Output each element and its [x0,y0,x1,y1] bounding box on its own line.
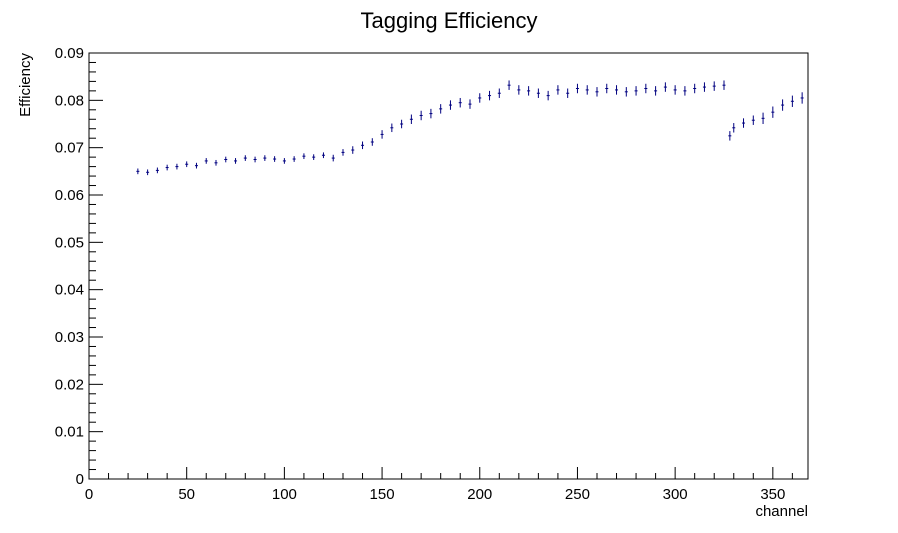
x-axis-title: channel [755,503,808,520]
data-point [341,149,345,156]
data-point [615,85,619,95]
data-point [683,86,687,96]
data-point [575,83,579,94]
data-point [742,118,746,128]
data-point [400,119,404,129]
data-point [155,167,159,174]
data-point [370,138,374,146]
data-point [234,158,238,164]
data-point [624,87,628,97]
x-tick-label: 300 [663,486,688,503]
data-point [361,141,365,150]
data-point [136,168,140,175]
data-point [321,152,325,159]
data-point [771,106,775,118]
y-tick-label: 0.09 [55,45,84,62]
y-tick-label: 0.08 [55,92,84,109]
x-tick-label: 50 [178,486,195,503]
data-point [331,154,335,162]
data-point [468,99,472,109]
y-tick-label: 0.06 [55,187,84,204]
data-point [663,82,667,92]
x-tick-label: 150 [370,486,395,503]
data-point [409,114,413,124]
data-point [644,83,648,94]
data-point [282,158,286,164]
y-axis-title: Efficiency [17,53,34,117]
data-point [722,80,726,90]
data-point [732,123,736,133]
y-tick-label: 0.03 [55,329,84,346]
data-point [194,162,198,169]
data-point [380,130,384,139]
data-point [556,85,560,95]
data-point [702,82,706,92]
x-tick-label: 200 [467,486,492,503]
data-point [654,86,658,96]
x-tick-label: 350 [760,486,785,503]
y-tick-label: 0.05 [55,234,84,251]
data-point [781,99,785,111]
data-point [507,80,511,90]
data-point [253,156,257,163]
x-tick-label: 100 [272,486,297,503]
x-tick-label: 250 [565,486,590,503]
data-point [546,90,550,101]
data-point [146,169,150,176]
y-tick-label: 0 [76,471,84,488]
axis-ticks [88,52,793,480]
data-point [527,86,531,96]
x-tick-label: 0 [85,486,93,503]
data-point [478,93,482,103]
data-point [517,85,521,95]
data-point [302,153,306,160]
data-point [751,115,755,125]
data-point [673,85,677,95]
y-tick-label: 0.01 [55,424,84,441]
data-point [224,156,228,163]
data-point [497,88,501,98]
data-point [488,90,492,101]
data-point [351,146,355,154]
data-point [800,92,804,104]
data-point [263,155,267,161]
data-point [185,161,189,168]
data-point [439,104,443,114]
data-point [634,86,638,96]
data-point [419,110,423,121]
data-point [273,156,277,162]
data-point [693,83,697,94]
data-point [312,154,316,160]
data-point [243,155,247,161]
data-point [458,97,462,108]
data-points [136,80,804,176]
y-tick-label: 0.02 [55,376,84,393]
data-point [175,163,179,170]
plot-frame [88,52,809,480]
data-point [585,85,589,95]
y-tick-label: 0.04 [55,282,84,299]
data-point [728,131,732,141]
data-point [448,100,452,110]
chart-title: Tagging Efficiency [360,8,538,33]
data-point [390,123,394,133]
data-point [214,159,218,166]
data-point [536,88,540,98]
tick-labels: 0 50 100 150 200 250 300 350 0 0.01 0.02 0.03 0.04 0.… [55,45,786,503]
data-point [605,83,609,94]
data-point [165,164,169,171]
data-point [595,87,599,97]
data-point [712,81,716,91]
data-point [429,108,433,119]
data-point [204,158,208,164]
data-point [566,88,570,98]
data-point [761,112,765,124]
data-point [292,156,296,162]
y-tick-label: 0.07 [55,140,84,157]
data-point [790,95,794,107]
